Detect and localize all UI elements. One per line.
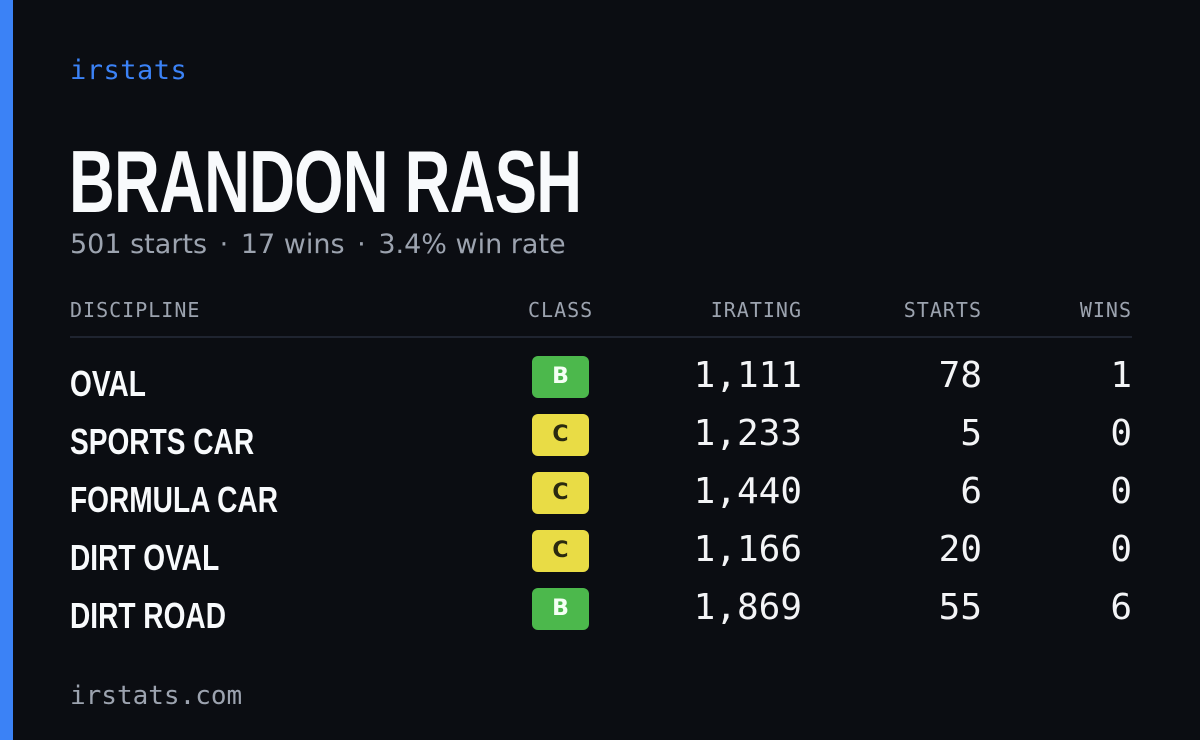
starts-value: 78 xyxy=(938,355,982,396)
class-badge: C xyxy=(532,414,589,456)
header-wins: WINS xyxy=(1079,298,1132,322)
header-class: CLASS xyxy=(528,298,594,322)
irating-value: 1,440 xyxy=(693,471,802,512)
discipline-name: FORMULA CAR xyxy=(70,479,278,520)
header-discipline: DISCIPLINE xyxy=(70,298,201,322)
irating-value: 1,869 xyxy=(693,587,802,628)
wins-value: 0 xyxy=(1110,529,1132,570)
winrate-summary: 3.4% win rate xyxy=(378,229,566,260)
driver-name: BRANDON RASH xyxy=(69,132,582,231)
discipline-name: OVAL xyxy=(70,363,146,404)
header-starts: STARTS xyxy=(903,298,982,322)
irating-value: 1,233 xyxy=(693,413,802,454)
separator: · xyxy=(357,229,366,260)
starts-value: 20 xyxy=(938,529,982,570)
wins-value: 0 xyxy=(1110,471,1132,512)
starts-value: 55 xyxy=(938,587,982,628)
class-badge: C xyxy=(532,472,589,514)
wins-value: 1 xyxy=(1110,355,1132,396)
discipline-name: DIRT ROAD xyxy=(70,595,226,636)
irating-value: 1,111 xyxy=(693,355,802,396)
header-irating: IRATING xyxy=(710,298,802,322)
class-badge: B xyxy=(532,356,589,398)
separator: · xyxy=(219,229,229,260)
wins-summary: 17 wins xyxy=(240,229,345,260)
wins-value: 0 xyxy=(1110,413,1132,454)
footer-url: irstats.com xyxy=(70,681,243,711)
brand-logo: irstats xyxy=(70,55,188,86)
driver-summary: 501 starts · 17 wins · 3.4% win rate xyxy=(70,229,566,260)
table-row: SPORTS CAR C 1,233 5 0 xyxy=(70,412,1132,470)
discipline-name: SPORTS CAR xyxy=(70,421,255,462)
table-row: DIRT ROAD B 1,869 55 6 xyxy=(70,586,1132,644)
table-header: DISCIPLINE CLASS IRATING STARTS WINS xyxy=(70,298,1132,338)
table-row: FORMULA CAR C 1,440 6 0 xyxy=(70,470,1132,528)
irating-value: 1,166 xyxy=(693,529,802,570)
starts-value: 5 xyxy=(960,413,982,454)
discipline-table: DISCIPLINE CLASS IRATING STARTS WINS OVA… xyxy=(70,298,1132,644)
accent-bar xyxy=(0,0,13,740)
table-row: OVAL B 1,111 78 1 xyxy=(70,354,1132,412)
starts-value: 6 xyxy=(960,471,982,512)
class-badge: B xyxy=(532,588,589,630)
discipline-name: DIRT OVAL xyxy=(70,537,220,578)
table-body: OVAL B 1,111 78 1 SPORTS CAR C 1,233 5 0… xyxy=(70,354,1132,644)
starts-summary: 501 starts xyxy=(70,229,208,260)
class-badge: C xyxy=(532,530,589,572)
table-row: DIRT OVAL C 1,166 20 0 xyxy=(70,528,1132,586)
wins-value: 6 xyxy=(1110,587,1132,628)
